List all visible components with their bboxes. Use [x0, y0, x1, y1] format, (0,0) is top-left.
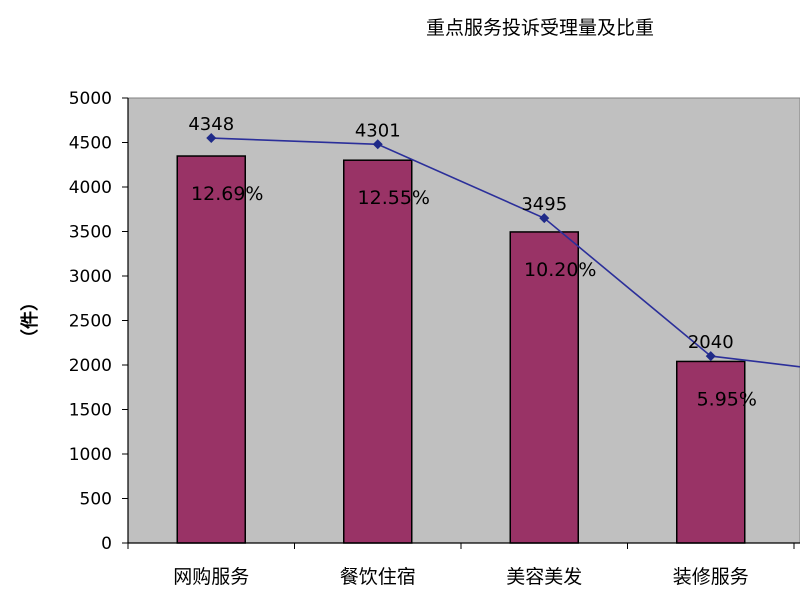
- value-label: 4348: [188, 114, 234, 135]
- value-label: 4301: [355, 120, 401, 141]
- y-tick-label: 0: [101, 534, 112, 554]
- labels: 4348 4301 3495 2040 12.69% 12.55% 10.20% 5.95%: [188, 114, 757, 410]
- y-tick-label: 1000: [69, 445, 112, 465]
- line-marker: [705, 351, 716, 362]
- y-tick-label: 2500: [69, 312, 112, 332]
- percent-label: 12.55%: [358, 187, 430, 209]
- y-axis-label: （件）: [19, 293, 41, 347]
- percent-label: 5.95%: [697, 388, 757, 410]
- y-tick-label: 1500: [69, 401, 112, 421]
- x-tick-label: 装修服务: [673, 566, 749, 588]
- y-tick-label: 4000: [69, 178, 112, 198]
- bar: [676, 360, 746, 544]
- y-axis: 0 500 1000 1500 2000 2500 3000 3500 4000 4500 5000: [69, 89, 129, 554]
- y-tick-label: 500: [80, 490, 112, 510]
- value-label: 2040: [688, 332, 734, 353]
- line-marker: [206, 133, 217, 144]
- x-tick-label: 餐饮住宿: [340, 566, 416, 588]
- bars: [176, 155, 746, 544]
- x-tick-label: 美容美发: [506, 566, 582, 588]
- chart-title: 重点服务投诉受理量及比重: [426, 17, 654, 39]
- line-marker: [372, 139, 383, 150]
- trend-line: [206, 133, 800, 368]
- x-axis: 网购服务 餐饮住宿 美容美发 装修服务: [127, 542, 800, 588]
- value-label: 3495: [521, 194, 567, 215]
- percent-label: 10.20%: [524, 259, 596, 281]
- y-tick-label: 3000: [69, 267, 112, 287]
- bar: [176, 155, 246, 544]
- y-tick-label: 3500: [69, 223, 112, 243]
- line-marker: [539, 213, 550, 224]
- percent-label: 12.69%: [191, 183, 263, 205]
- y-tick-label: 4500: [69, 134, 112, 154]
- y-tick-label: 2000: [69, 356, 112, 376]
- x-tick-label: 网购服务: [173, 566, 249, 588]
- y-tick-label: 5000: [69, 89, 112, 109]
- bar: [343, 159, 413, 544]
